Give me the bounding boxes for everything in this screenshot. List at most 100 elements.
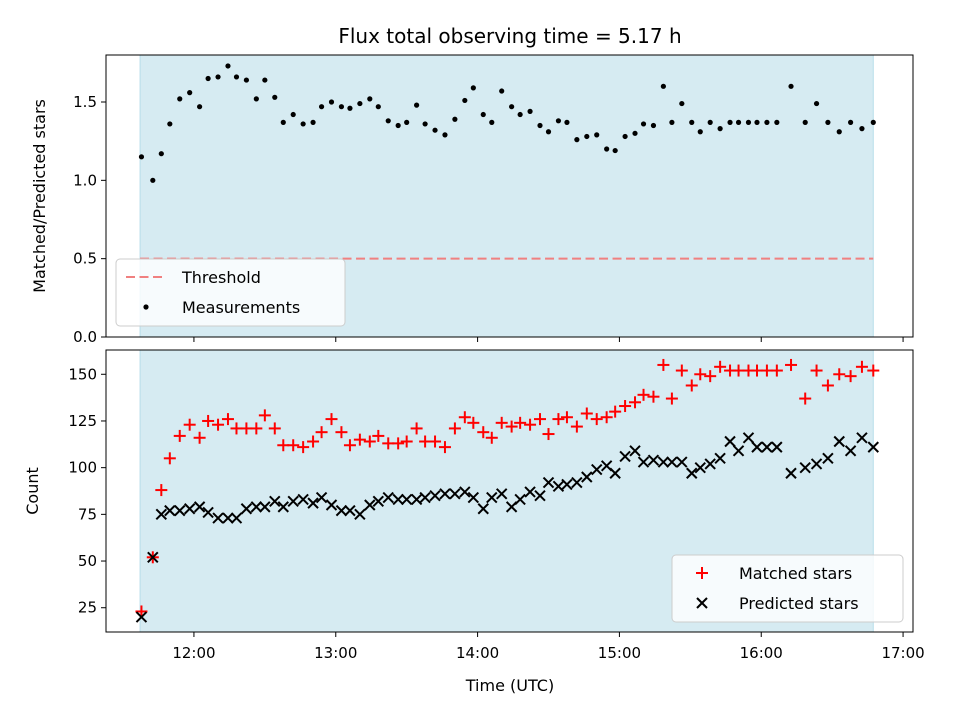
y-tick-label: 125 [68,412,97,430]
predicted-star-point [230,512,243,524]
measurement-point [375,104,381,110]
matched-star-point [495,416,508,429]
y-tick-label: 1.0 [73,171,97,189]
legend-matched-swatch [696,567,708,579]
measurement-point [470,85,476,91]
matched-star-point [183,418,196,431]
measurement-point [367,96,373,102]
measurement-point [509,104,515,110]
measurement-point [328,99,335,105]
predicted-star-point [761,441,773,453]
predicted-star-point [325,499,338,511]
matched-star-point [202,414,215,427]
measurement-point [177,96,183,102]
matched-star-point [429,435,442,448]
matched-star-point [163,452,176,465]
legend-predicted-label: Predicted stars [739,594,859,613]
measurement-point [243,77,250,83]
matched-star-point [514,416,527,429]
predicted-star-point [164,504,176,517]
top-panel: 0.0 0.5 1.0 1.5 Matched/Predicted stars Thr… [30,54,914,346]
predicted-star-point [439,488,451,500]
y-tick-label: 100 [68,459,97,477]
y-tick-label: 0.5 [73,250,97,268]
measurement-point [290,111,296,118]
predicted-star-point [629,445,641,457]
predicted-star-point [410,493,423,506]
measurement-point [813,100,820,107]
matched-star-point [505,420,518,433]
predicted-star-point [364,499,376,511]
y-tick-label: 0.0 [73,328,97,346]
top-x-ticks [193,337,904,342]
x-tick-label: 17:00 [881,644,924,662]
matched-star-point [657,358,670,371]
predicted-star-point [429,489,441,502]
measurement-point [197,104,203,110]
predicted-star-point [174,504,186,517]
measurement-point [357,100,363,107]
measurement-point [604,146,610,152]
matched-star-point [570,420,583,433]
predicted-star-point [704,458,716,470]
matched-star-point [694,368,707,381]
matched-star-point [600,411,613,424]
predicted-star-point [619,450,631,463]
predicted-star-point [581,471,593,483]
predicted-star-point [571,476,583,489]
measurement-point [215,74,221,80]
predicted-star-point [810,458,823,470]
measurement-point [517,111,523,118]
measurement-point [414,102,420,108]
predicted-star-point [724,435,736,448]
predicted-star-point [676,456,688,468]
matched-star-point [250,422,263,435]
predicted-star-point [240,503,253,515]
measurement-point [545,129,552,135]
predicted-star-point [799,461,811,474]
measurement-point [640,121,647,127]
measurement-point [774,119,780,125]
top-legend: Threshold Measurements [115,258,346,327]
predicted-star-point [297,493,309,506]
predicted-star-point [771,441,783,453]
predicted-star-point [193,501,206,513]
measurement-point [310,119,316,125]
predicted-star-point [666,456,678,468]
predicted-star-point [867,441,879,453]
measurement-point [138,154,145,160]
predicted-star-point [514,493,526,506]
predicted-star-point [495,488,508,500]
predicted-star-point [250,501,263,513]
measurement-point [689,119,695,125]
predicted-star-point [372,495,385,507]
matched-star-point [619,400,632,413]
matched-star-point [448,422,461,435]
bottom-legend-box [671,554,904,623]
measurement-point [225,63,231,69]
measurement-point [347,105,353,111]
y-tick-label: 50 [78,552,97,570]
x-tick-label: 16:00 [740,644,783,662]
measurement-point [754,119,760,125]
measurement-point [594,132,600,138]
matched-star-point [637,388,650,401]
measurement-point [836,129,842,135]
matched-star-point [524,418,537,431]
measurement-point [233,74,240,80]
predicted-stars-points [135,432,879,623]
predicted-star-point [694,461,706,474]
chart-title: Flux total observing time = 5.17 h [338,24,681,48]
predicted-star-point [524,486,536,498]
measurement-point [564,119,570,125]
predicted-star-point [315,491,328,504]
matched-star-point [307,435,320,448]
predicted-star-point [637,456,650,468]
matched-star-point [325,413,338,426]
matched-star-point [580,407,593,420]
matched-star-point [135,605,148,618]
predicted-star-point [732,445,745,457]
top-y-ticks: 0.0 0.5 1.0 1.5 [73,93,106,346]
measurement-point [272,94,278,100]
matched-star-point [867,364,880,377]
